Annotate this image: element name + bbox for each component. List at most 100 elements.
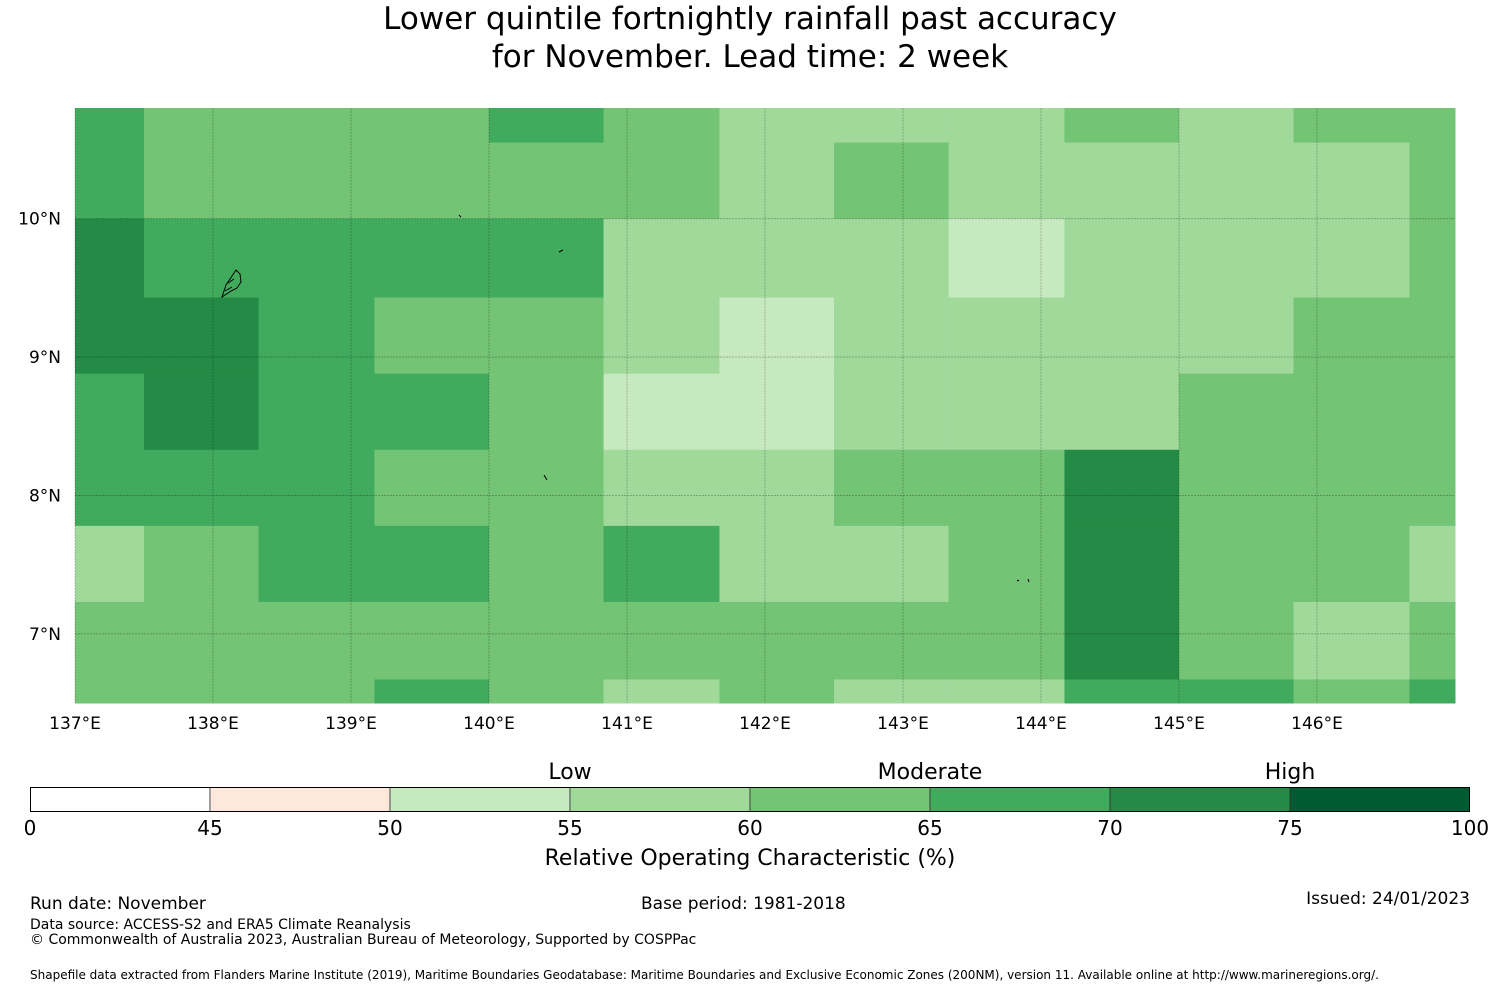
roc-cell: [948, 218, 1065, 299]
legend-colorbar: [29, 786, 1471, 813]
legend-tick-label: 70: [1097, 816, 1123, 840]
roc-cell: [834, 142, 950, 220]
roc-cell: [489, 218, 605, 299]
roc-cell: [719, 525, 835, 603]
legend-tick-label: 60: [737, 816, 763, 840]
roc-cell: [258, 108, 375, 144]
roc-cell: [1293, 373, 1410, 451]
roc-cell: [1179, 142, 1295, 220]
roc-cell: [489, 679, 605, 704]
roc-cell: [1064, 601, 1180, 680]
longitude-tick-label: 142°E: [739, 714, 791, 734]
island-outlines: [221, 214, 1030, 583]
roc-cell: [75, 525, 145, 603]
legend-swatch: [1109, 786, 1291, 813]
roc-cell: [1064, 373, 1180, 451]
roc-cell: [603, 218, 720, 299]
title-line-2: for November. Lead time: 2 week: [491, 39, 1009, 75]
roc-cell: [603, 449, 720, 527]
roc-cell: [489, 525, 605, 603]
longitude-tick-label: 144°E: [1015, 714, 1067, 734]
roc-cell: [1409, 601, 1456, 680]
roc-cell: [1293, 449, 1410, 527]
data-source: Data source: ACCESS-S2 and ERA5 Climate …: [30, 917, 411, 933]
legend-title: Relative Operating Characteristic (%): [544, 846, 956, 871]
roc-cell: [1179, 449, 1295, 527]
legend-tick-label: 45: [197, 816, 223, 840]
roc-cell: [603, 679, 720, 704]
roc-cell: [489, 373, 605, 451]
roc-map: 137°E 138°E 139°E 140°E 141°E 142°E 143°E 144°E…: [18, 108, 1456, 734]
roc-cell: [719, 679, 835, 704]
legend-swatch: [749, 786, 931, 813]
roc-cell: [75, 297, 145, 375]
roc-cell: [374, 297, 490, 375]
roc-cell: [948, 108, 1065, 144]
legend-swatch: [29, 786, 211, 813]
map-gridlines: [74, 108, 1455, 703]
roc-cell: [258, 142, 375, 220]
roc-cell: [144, 142, 260, 220]
roc-cell: [1179, 108, 1295, 144]
roc-cell: [374, 525, 490, 603]
legend-swatch: [389, 786, 571, 813]
longitude-tick-label: 146°E: [1291, 714, 1343, 734]
legend-category-moderate: Moderate: [877, 760, 983, 785]
roc-cell: [719, 601, 835, 680]
longitude-tick-label: 145°E: [1153, 714, 1205, 734]
roc-cell: [258, 525, 375, 603]
roc-cell: [948, 525, 1065, 603]
roc-cell: [719, 142, 835, 220]
legend-tick-label: 100: [1450, 816, 1490, 840]
roc-cell: [258, 601, 375, 680]
roc-cell: [374, 142, 490, 220]
roc-cell: [1409, 218, 1456, 299]
roc-cell: [1409, 142, 1456, 220]
map-title: Lower quintile fortnightly rainfall past…: [0, 0, 1500, 76]
legend-tick-label: 65: [917, 816, 943, 840]
longitude-tick-label: 143°E: [877, 714, 929, 734]
roc-cell: [1409, 679, 1456, 704]
roc-cell: [834, 601, 950, 680]
roc-cell: [1293, 108, 1410, 144]
roc-cell: [719, 449, 835, 527]
island-outline: [543, 474, 548, 481]
legend-swatch: [569, 786, 751, 813]
roc-cell: [1293, 297, 1410, 375]
roc-cell: [144, 601, 260, 680]
roc-cell: [603, 525, 720, 603]
roc-cell: [489, 601, 605, 680]
roc-cell: [1409, 449, 1456, 527]
roc-cell: [1293, 679, 1410, 704]
roc-cell: [948, 297, 1065, 375]
island-outline: [1016, 578, 1030, 583]
legend-tick-label: 55: [557, 816, 583, 840]
roc-cell: [1179, 601, 1295, 680]
roc-cell: [1064, 142, 1180, 220]
roc-cell: [1064, 449, 1180, 527]
roc-cell: [948, 373, 1065, 451]
roc-cell: [374, 679, 490, 704]
legend-swatch: [1289, 786, 1471, 813]
roc-cell: [603, 373, 720, 451]
roc-cell: [75, 601, 145, 680]
roc-cell: [75, 218, 145, 299]
legend-category-low: Low: [548, 760, 592, 785]
legend-swatch: [209, 786, 391, 813]
roc-cell: [948, 449, 1065, 527]
roc-cell: [1064, 108, 1180, 144]
base-period: Base period: 1981-2018: [641, 894, 846, 914]
longitude-tick-label: 141°E: [601, 714, 653, 734]
roc-cell: [374, 108, 490, 144]
roc-cell: [258, 679, 375, 704]
roc-cell: [603, 108, 720, 144]
roc-cell: [75, 108, 145, 144]
roc-cell: [1064, 525, 1180, 603]
roc-cell: [374, 373, 490, 451]
roc-cell: [144, 449, 260, 527]
roc-cell: [603, 142, 720, 220]
roc-cell: [75, 373, 145, 451]
longitude-tick-label: 140°E: [463, 714, 515, 734]
roc-cell: [1409, 108, 1456, 144]
roc-cell: [834, 679, 950, 704]
